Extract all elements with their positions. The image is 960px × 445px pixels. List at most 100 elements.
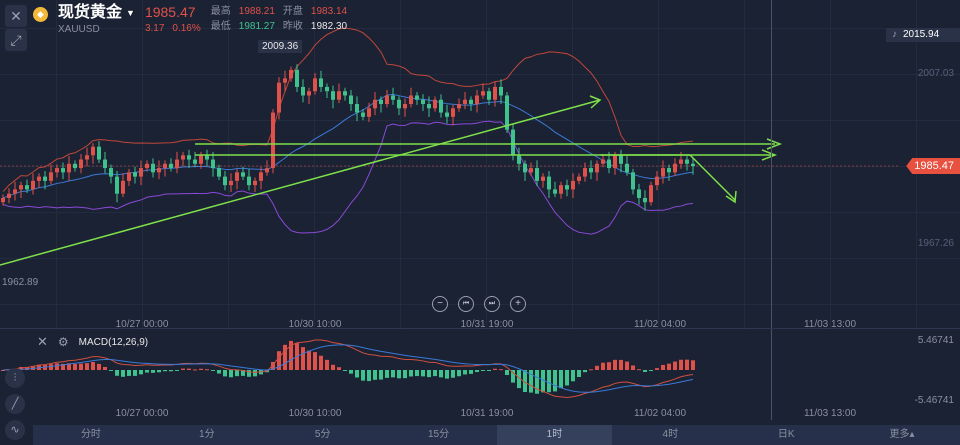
symbol-title[interactable]: 现货黄金 ▼ (58, 4, 135, 22)
macd-histogram-bar (85, 363, 89, 370)
candle-body (565, 185, 569, 190)
line-chart-tool-button[interactable]: ∿ (5, 420, 25, 440)
macd-histogram-bar (373, 370, 377, 380)
candle-body (691, 163, 695, 167)
candle-body (595, 163, 599, 173)
price-chart[interactable] (0, 0, 960, 330)
macd-histogram-bar (331, 364, 335, 370)
macd-time-label: 11/03 13:00 (803, 408, 857, 419)
macd-histogram-bar (61, 363, 65, 370)
trend-arrowhead (725, 190, 737, 204)
candle-body (151, 163, 155, 173)
tab-more[interactable]: 更多▴ (889, 429, 915, 440)
high-label: 最高 (210, 6, 231, 17)
macd-histogram-bar (685, 359, 689, 370)
time-axis-label: 10/27 00:00 (115, 319, 169, 330)
candle-body (19, 185, 23, 190)
candle-body (91, 146, 95, 156)
macd-histogram-bar (133, 370, 137, 376)
gold-coin-icon: ◆ (33, 7, 48, 22)
candle-body (181, 155, 185, 160)
macd-histogram-bar (271, 361, 275, 370)
candle-body (61, 168, 65, 173)
macd-histogram-bar (433, 370, 437, 377)
macd-histogram-bar (523, 370, 527, 392)
scroll-start-button[interactable]: ⏮ (458, 296, 474, 312)
candle-body (685, 159, 689, 164)
max-price-marker: 2009.36 (258, 40, 303, 53)
macd-histogram-bar (343, 370, 347, 371)
macd-histogram-bar (427, 370, 431, 378)
macd-histogram-bar (205, 369, 209, 371)
price-alert-tag[interactable]: ♪ 2015.94 (886, 28, 960, 42)
candle-body (415, 95, 419, 100)
candle-body (259, 172, 263, 181)
tab-fenshi[interactable]: 分时 (80, 429, 101, 440)
tab-daily[interactable]: 日K (777, 429, 795, 440)
candle-body (637, 189, 641, 198)
candle-body (673, 163, 677, 173)
macd-histogram-bar (79, 363, 83, 370)
candle-body (127, 172, 131, 181)
tab-15min[interactable]: 15分 (428, 429, 450, 440)
macd-histogram-bar (391, 370, 395, 378)
macd-histogram-bar (103, 366, 107, 370)
tab-1hour[interactable]: 1时 (496, 425, 613, 445)
macd-histogram-bar (415, 370, 419, 377)
panel-divider (0, 328, 960, 329)
indicator-tool-button[interactable]: ⫶ (5, 368, 25, 388)
trend-arrowhead (761, 149, 778, 161)
close-button[interactable]: ✕ (5, 5, 27, 27)
candle-body (43, 176, 47, 181)
zoom-in-button[interactable]: + (510, 296, 526, 312)
candle-body (205, 155, 209, 160)
candle-body (655, 176, 659, 186)
macd-histogram-bar (235, 370, 239, 377)
macd-histogram-bar (109, 370, 113, 371)
macd-histogram-bar (49, 364, 53, 370)
timeframe-tabs: 分时 1分 5分 15分 1时 4时 日K 更多▴ (33, 425, 960, 445)
macd-histogram-bar (253, 370, 257, 377)
trend-line (689, 154, 736, 201)
macd-histogram-bar (451, 370, 455, 378)
macd-histogram-bar (643, 370, 647, 372)
candle-body (313, 78, 317, 92)
macd-histogram-bar (463, 370, 467, 375)
fullscreen-button[interactable]: ⤢ (5, 29, 27, 51)
macd-histogram-bar (115, 370, 119, 376)
candle-body (523, 163, 527, 173)
candle-body (7, 193, 11, 198)
symbol-code: XAUUSD (58, 24, 100, 35)
candle-body (79, 159, 83, 169)
candle-body (577, 176, 581, 181)
draw-line-tool-button[interactable]: ╱ (5, 394, 25, 414)
candle-body (163, 163, 167, 169)
tab-1min[interactable]: 1分 (199, 429, 215, 440)
candle-body (505, 95, 509, 130)
macd-histogram-bar (151, 370, 155, 373)
symbol-name: 现货黄金 (58, 4, 123, 21)
candle-body (241, 172, 245, 177)
candle-body (427, 104, 431, 109)
macd-histogram-bar (325, 359, 329, 370)
tab-4hour[interactable]: 4时 (662, 429, 679, 440)
current-price-tag: 1985.47 (906, 158, 960, 174)
candle-body (469, 99, 473, 105)
time-axis-label: 11/03 13:00 (803, 319, 857, 330)
settings-gear-icon[interactable]: ⚙ (57, 335, 69, 349)
macd-histogram-bar (577, 370, 581, 378)
close-indicator-icon[interactable]: ✕ (37, 334, 48, 349)
macd-histogram-bar (379, 370, 383, 380)
scroll-end-button[interactable]: ⏭ (484, 296, 500, 312)
macd-histogram-bar (475, 370, 479, 373)
tab-5min[interactable]: 5分 (314, 429, 331, 440)
macd-histogram-bar (67, 363, 71, 370)
macd-histogram-bar (169, 370, 173, 372)
candle-body (55, 168, 59, 173)
macd-histogram-bar (193, 369, 197, 371)
zoom-out-button[interactable]: − (432, 296, 448, 312)
candle-body (667, 168, 671, 173)
candle-body (529, 168, 533, 173)
candle-body (493, 86, 497, 100)
macd-histogram-bar (637, 369, 641, 371)
